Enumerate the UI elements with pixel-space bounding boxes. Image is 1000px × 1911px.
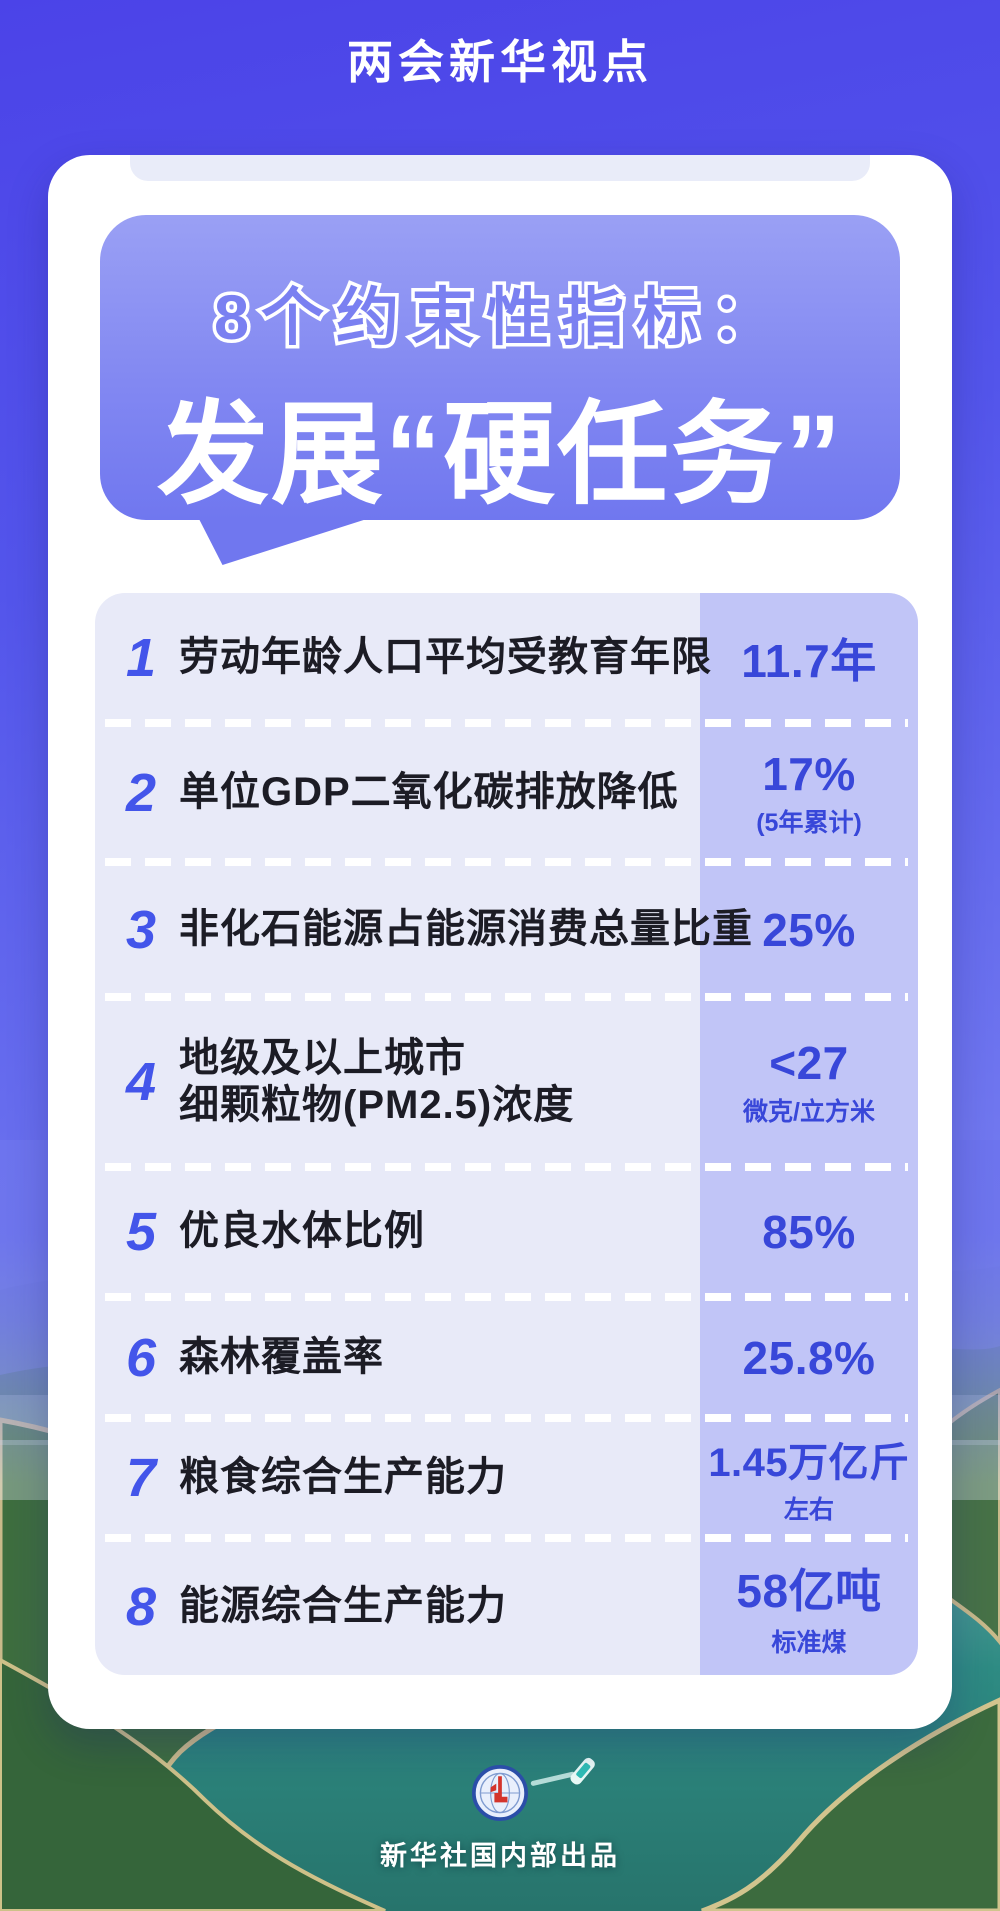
indicator-label: 劳动年龄人口平均受教育年限 (179, 635, 712, 680)
table-row: 7 粮食综合生产能力 1.45万亿斤 左右 (95, 1414, 918, 1538)
table-row: 2 单位GDP二氧化碳排放降低 17% (5年累计) (95, 719, 918, 862)
indicator-number: 2 (125, 762, 157, 823)
banner-title: 两会新华视点 (347, 36, 653, 88)
bubble-title: 发展“硬任务” (157, 392, 843, 517)
table-row: 4 地级及以上城市 细颗粒物(PM2.5)浓度 <27 微克/立方米 (95, 993, 918, 1167)
indicator-label: 优良水体比例 (179, 1209, 425, 1254)
table-row: 6 森林覆盖率 25.8% (95, 1293, 918, 1418)
value-column-background (700, 593, 918, 1675)
indicator-number: 3 (125, 899, 157, 960)
indicator-value: 58亿吨 标准煤 (736, 1564, 882, 1657)
indicator-value: 25.8% (742, 1331, 876, 1384)
indicator-number: 7 (125, 1448, 157, 1508)
indicator-number: 8 (125, 1576, 157, 1637)
indicator-value: 11.7年 (741, 635, 877, 687)
boat-icon (530, 1757, 595, 1786)
indicator-number: 4 (125, 1052, 157, 1112)
indicator-label: 非化石能源占能源消费总量比重 (179, 906, 753, 951)
indicator-label: 粮食综合生产能力 (179, 1455, 507, 1500)
indicator-number: 6 (125, 1327, 157, 1388)
indicator-table: 1 劳动年龄人口平均受教育年限 11.7年 2 单位GDP二氧化碳排放降低 17… (95, 593, 918, 1675)
indicator-value: 1.45万亿斤 左右 (708, 1441, 910, 1524)
content-card: 8个约束性指标： 发展“硬任务” 1 劳动年龄人口平均受教育年限 11.7年 2… (48, 155, 952, 1729)
indicator-value: 85% (762, 1206, 856, 1258)
xinhua-emblem-icon (472, 1765, 528, 1821)
table-row: 1 劳动年龄人口平均受教育年限 11.7年 (95, 593, 918, 723)
indicator-value: 25% (762, 903, 856, 956)
table-row: 8 能源综合生产能力 58亿吨 标准煤 (95, 1534, 918, 1675)
table-row: 3 非化石能源占能源消费总量比重 25% (95, 858, 918, 997)
indicator-value: <27 微克/立方米 (743, 1037, 875, 1126)
indicator-number: 5 (125, 1202, 157, 1262)
bubble-subtitle: 8个约束性指标： (210, 280, 787, 357)
footer-credit: 新华社国内部出品 (380, 1841, 620, 1871)
indicator-number: 1 (125, 628, 157, 688)
card-top-notch (130, 155, 870, 181)
table-row: 5 优良水体比例 85% (95, 1163, 918, 1297)
indicator-label: 地级及以上城市 细颗粒物(PM2.5)浓度 (179, 1035, 575, 1127)
indicator-value: 17% (5年累计) (756, 747, 862, 837)
indicator-label: 单位GDP二氧化碳排放降低 (179, 769, 679, 814)
indicator-label: 能源综合生产能力 (179, 1583, 507, 1628)
title-speech-bubble: 8个约束性指标： 发展“硬任务” (100, 215, 900, 520)
speech-bubble-tail (198, 517, 373, 565)
indicator-label: 森林覆盖率 (179, 1334, 384, 1379)
right-bottom-shore (701, 1697, 1000, 1911)
